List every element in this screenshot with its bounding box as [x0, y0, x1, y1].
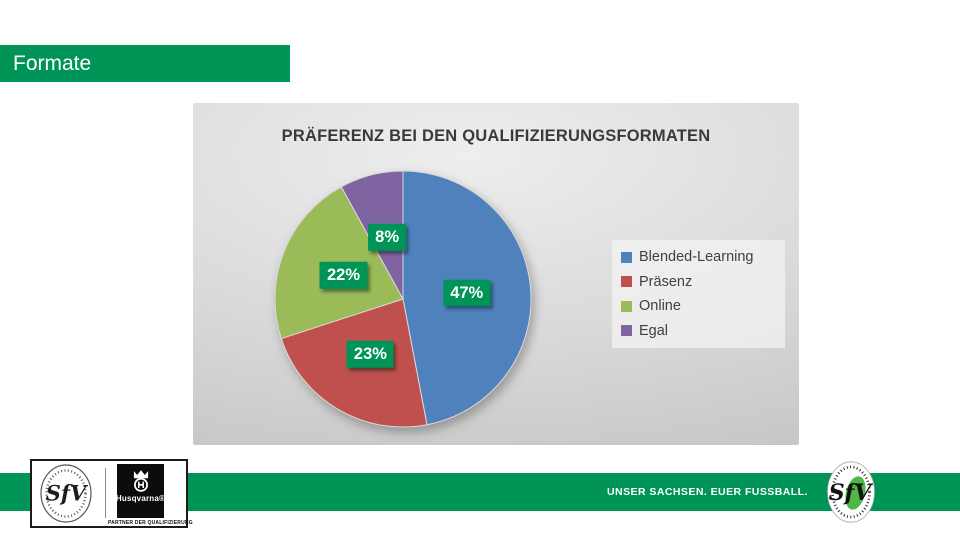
pie-data-label: 22%: [319, 262, 367, 289]
husqvarna-tagline: PARTNER DER QUALIFIZIERUNG: [108, 520, 193, 526]
footer-slogan: UNSER SACHSEN. EUER FUSSBALL.: [607, 486, 808, 498]
husqvarna-wordmark: Husqvarna®: [115, 494, 166, 503]
slide-title-bar: Formate: [0, 45, 290, 82]
legend-swatch-icon: [621, 251, 632, 263]
legend-swatch-icon: [621, 300, 632, 312]
sfv-badge-monogram: SfV: [829, 480, 873, 506]
legend-label: Online: [639, 298, 681, 315]
chart-area: PRÄFERENZ BEI DEN QUALIFIZIERUNGSFORMATE…: [193, 103, 799, 445]
logo-divider: [105, 468, 106, 518]
legend-item: Blended-Learning: [621, 249, 785, 265]
slide-title: Formate: [13, 51, 92, 75]
legend-label: Blended-Learning: [639, 249, 754, 266]
pie-data-label: 23%: [346, 340, 394, 368]
legend-label: Präsenz: [639, 273, 693, 290]
sfv-seal-monogram: SfV: [46, 481, 89, 506]
legend-item: Online: [621, 298, 785, 314]
sfv-badge-logo-icon: SfV: [827, 461, 875, 523]
chart-title: PRÄFERENZ BEI DEN QUALIFIZIERUNGSFORMATE…: [281, 127, 711, 145]
sfv-badge-leaf: [845, 476, 866, 510]
legend-item: Egal: [621, 323, 785, 339]
husqvarna-crown-icon: [133, 470, 148, 492]
pie-data-label: 8%: [368, 223, 407, 251]
pie-data-label: 47%: [443, 279, 491, 307]
sfv-seal-logo-icon: SfV: [40, 464, 92, 523]
chart-legend: Blended-Learning Präsenz Online Egal: [612, 240, 785, 348]
husqvarna-logo: Husqvarna®: [115, 464, 166, 518]
pie-chart: [274, 170, 532, 428]
legend-swatch-icon: [621, 325, 632, 337]
legend-swatch-icon: [621, 276, 632, 288]
partner-logos-box: SfV Husqvarna® PARTNER DER QUALIFIZIERUN…: [30, 459, 193, 528]
legend-label: Egal: [639, 322, 669, 339]
legend-item: Präsenz: [621, 274, 785, 290]
